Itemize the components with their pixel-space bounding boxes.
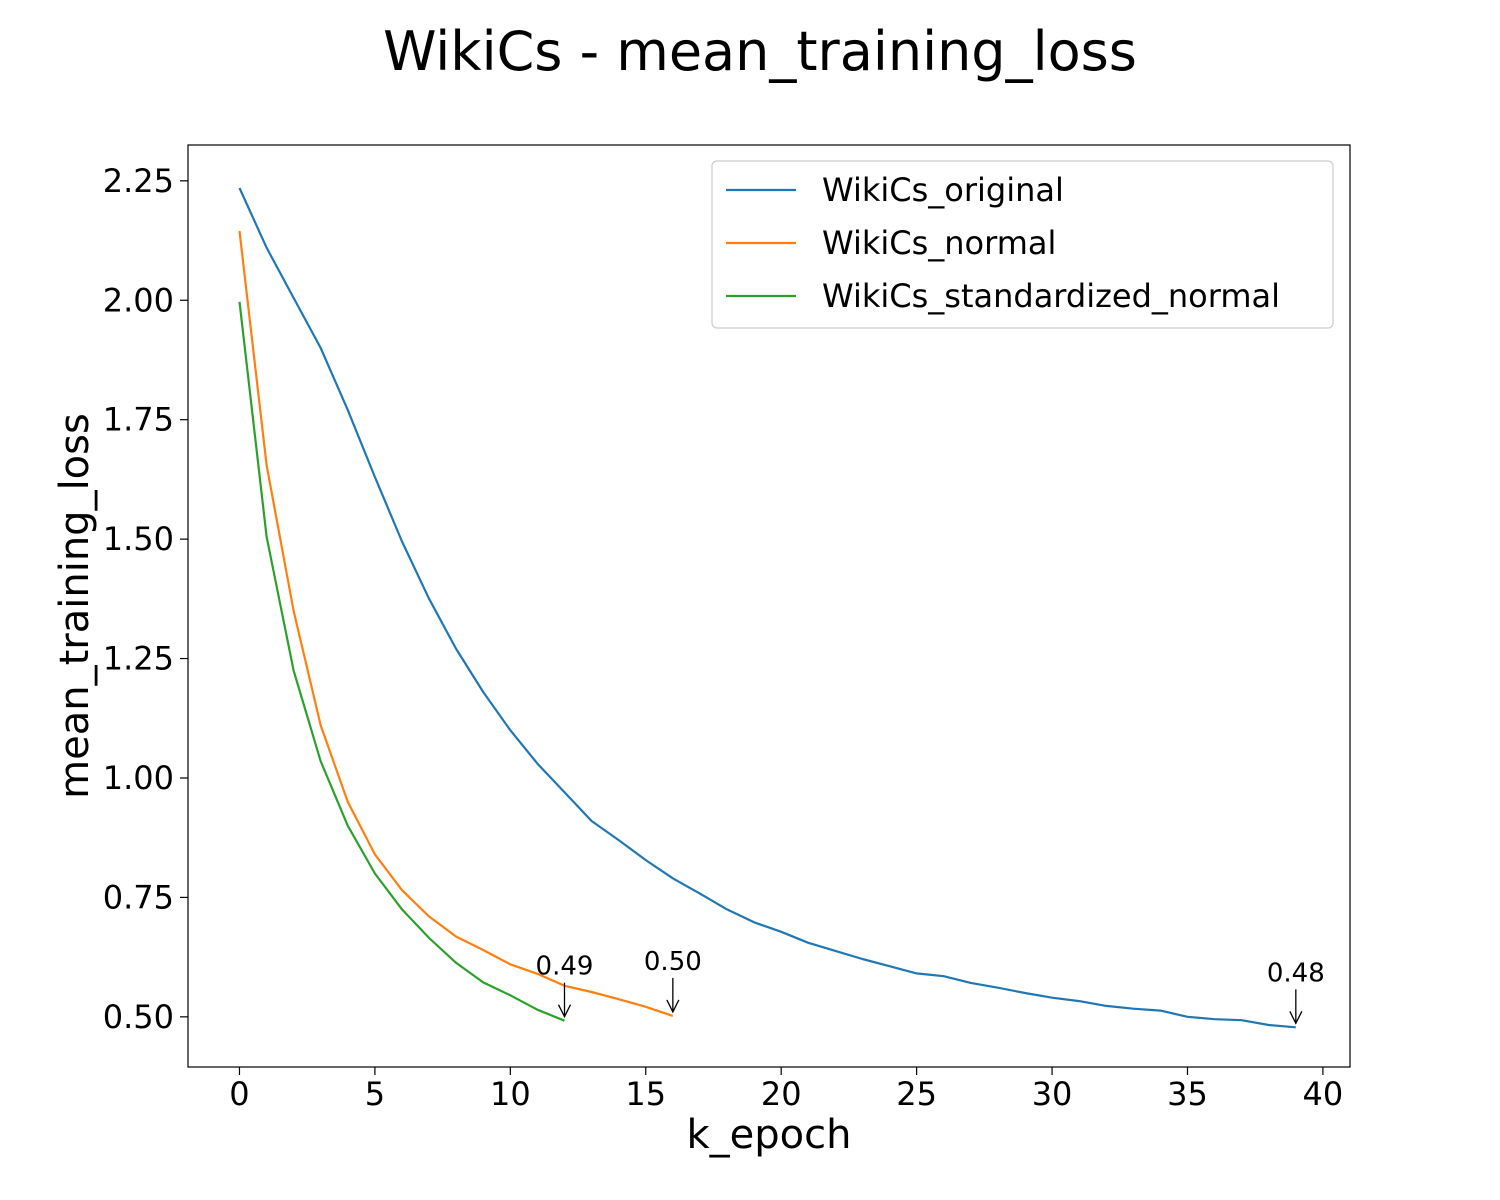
annotation-arrowhead [666,999,680,1014]
x-tick-label: 40 [1303,1075,1344,1113]
annotation-arrowhead [557,1004,572,1019]
legend: WikiCs_original WikiCs_normal WikiCs_stand… [711,160,1334,329]
y-tick-label: 0.50 [103,998,174,1036]
series-line-wikics-original [238,187,1296,1029]
legend-label: WikiCs_normal [822,224,1056,262]
series-lines [238,187,1296,1029]
annotation-label: 0.48 [1267,958,1325,988]
x-axis-label: k_epoch [687,1112,852,1158]
legend-box [711,160,1334,329]
x-tick-label: 35 [1167,1075,1208,1113]
series-line-wikics-normal [238,230,674,1017]
x-tick-label: 25 [896,1075,937,1113]
x-tick-label: 15 [625,1075,666,1113]
x-tick-label: 0 [229,1075,249,1113]
x-tick-label: 10 [490,1075,531,1113]
annotations: 0.49 0.50 0.48 [536,947,1325,1025]
x-tick-label: 30 [1032,1075,1073,1113]
annotation-arrowhead [1289,1011,1303,1025]
annotation-label: 0.49 [536,952,594,982]
y-tick-label: 0.75 [103,878,174,916]
x-axis-ticks: 0 5 10 15 20 25 30 35 40 [229,1067,1343,1113]
legend-label: WikiCs_original [822,171,1064,209]
x-tick-label: 5 [365,1075,385,1113]
y-tick-label: 1.25 [103,640,174,678]
y-tick-label: 1.75 [103,401,174,439]
y-tick-label: 2.25 [103,162,174,200]
y-axis-label: mean_training_loss [52,413,98,799]
y-tick-label: 1.00 [103,759,174,797]
y-tick-label: 2.00 [103,281,174,319]
plot-area [187,144,1351,1068]
annotation-label: 0.50 [644,947,702,977]
x-tick-label: 20 [761,1075,802,1113]
legend-label: WikiCs_standardized_normal [822,277,1280,315]
series-line-wikics-standardized-normal [238,301,565,1022]
y-tick-label: 1.50 [103,520,174,558]
y-axis-ticks: 0.50 0.75 1.00 1.25 1.50 1.75 2.00 2.25 [103,162,188,1036]
chart-title: WikiCs - mean_training_loss [383,20,1137,83]
